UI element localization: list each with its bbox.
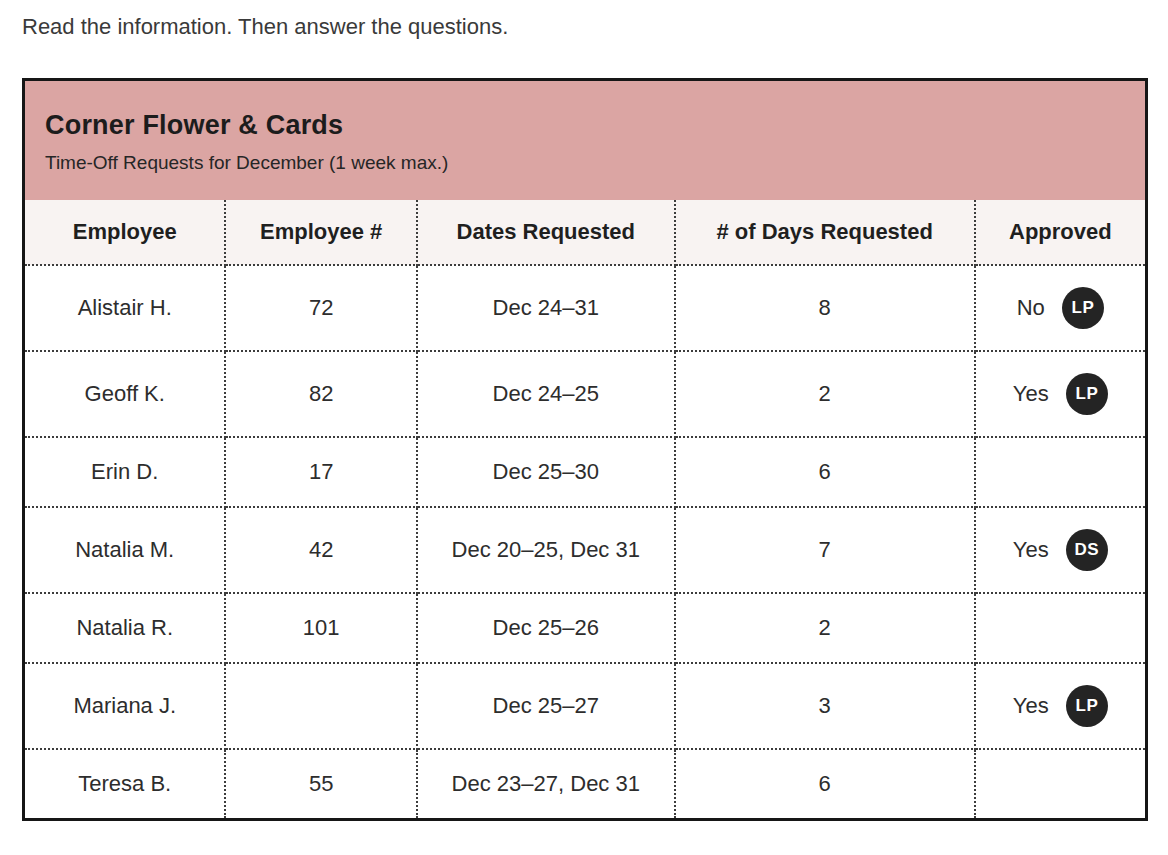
dates-requested-cell: Dec 20–25, Dec 31 (417, 507, 675, 593)
approved-cell: Yes LP (975, 663, 1145, 749)
approved-text: Yes (1013, 537, 1049, 563)
approved-cell: Yes LP (975, 351, 1145, 437)
employee-number-cell: 42 (225, 507, 417, 593)
worksheet-page: Read the information. Then answer the qu… (0, 0, 1168, 855)
employee-cell: Teresa B. (25, 749, 225, 818)
days-requested-cell: 8 (675, 265, 975, 351)
employee-number-cell: 17 (225, 437, 417, 507)
approved-text: Yes (1013, 693, 1049, 719)
days-requested-cell: 6 (675, 437, 975, 507)
approver-initials-badge: DS (1066, 529, 1108, 571)
days-requested-cell: 3 (675, 663, 975, 749)
employee-number-cell: 101 (225, 593, 417, 663)
table-header-row: Employee Employee # Dates Requested # of… (25, 200, 1145, 265)
employee-cell: Natalia M. (25, 507, 225, 593)
days-requested-cell: 7 (675, 507, 975, 593)
employee-cell: Natalia R. (25, 593, 225, 663)
employee-cell: Erin D. (25, 437, 225, 507)
column-header-days-requested: # of Days Requested (675, 200, 975, 265)
column-header-employee-number: Employee # (225, 200, 417, 265)
table-row: Geoff K. 82 Dec 24–25 2 Yes LP (25, 351, 1145, 437)
days-requested-cell: 2 (675, 593, 975, 663)
employee-cell: Mariana J. (25, 663, 225, 749)
approved-cell (975, 437, 1145, 507)
dates-requested-cell: Dec 25–30 (417, 437, 675, 507)
employee-number-cell (225, 663, 417, 749)
dates-requested-cell: Dec 24–31 (417, 265, 675, 351)
card-title: Corner Flower & Cards (45, 108, 1125, 142)
days-requested-cell: 2 (675, 351, 975, 437)
days-requested-cell: 6 (675, 749, 975, 818)
dates-requested-cell: Dec 25–27 (417, 663, 675, 749)
card-subtitle: Time-Off Requests for December (1 week m… (45, 150, 1125, 175)
instruction-text: Read the information. Then answer the qu… (22, 12, 1148, 42)
table-row: Erin D. 17 Dec 25–30 6 (25, 437, 1145, 507)
approved-text: Yes (1013, 381, 1049, 407)
column-header-approved: Approved (975, 200, 1145, 265)
employee-number-cell: 55 (225, 749, 417, 818)
employee-number-cell: 72 (225, 265, 417, 351)
column-header-dates-requested: Dates Requested (417, 200, 675, 265)
approved-cell: Yes DS (975, 507, 1145, 593)
time-off-table: Employee Employee # Dates Requested # of… (25, 200, 1145, 818)
table-row: Teresa B. 55 Dec 23–27, Dec 31 6 (25, 749, 1145, 818)
employee-number-cell: 82 (225, 351, 417, 437)
employee-cell: Geoff K. (25, 351, 225, 437)
table-row: Natalia R. 101 Dec 25–26 2 (25, 593, 1145, 663)
dates-requested-cell: Dec 23–27, Dec 31 (417, 749, 675, 818)
approver-initials-badge: LP (1066, 685, 1108, 727)
card-header-band: Corner Flower & Cards Time-Off Requests … (25, 81, 1145, 200)
approved-cell (975, 749, 1145, 818)
table-row: Mariana J. Dec 25–27 3 Yes LP (25, 663, 1145, 749)
approver-initials-badge: LP (1066, 373, 1108, 415)
time-off-card: Corner Flower & Cards Time-Off Requests … (22, 78, 1148, 821)
column-header-employee: Employee (25, 200, 225, 265)
employee-cell: Alistair H. (25, 265, 225, 351)
approver-initials-badge: LP (1062, 287, 1104, 329)
approved-cell: No LP (975, 265, 1145, 351)
table-row: Natalia M. 42 Dec 20–25, Dec 31 7 Yes DS (25, 507, 1145, 593)
approved-text: No (1017, 295, 1045, 321)
approved-cell (975, 593, 1145, 663)
table-row: Alistair H. 72 Dec 24–31 8 No LP (25, 265, 1145, 351)
dates-requested-cell: Dec 24–25 (417, 351, 675, 437)
dates-requested-cell: Dec 25–26 (417, 593, 675, 663)
